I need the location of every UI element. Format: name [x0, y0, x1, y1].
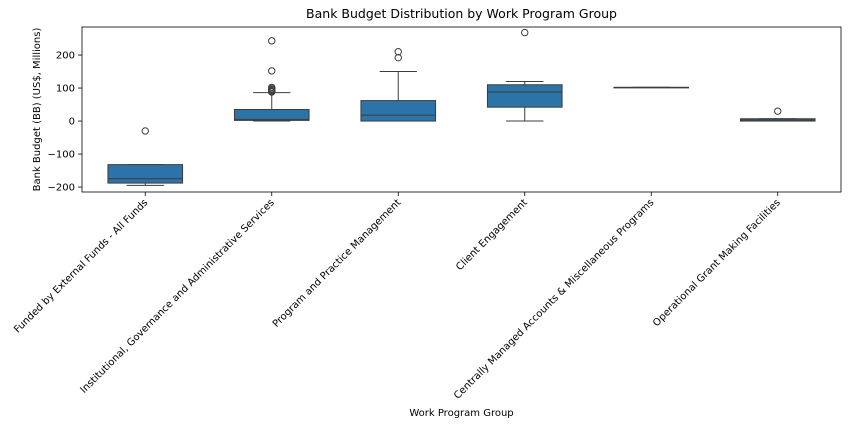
outlier-point — [521, 28, 529, 37]
y-tick-label: −100 — [48, 150, 75, 161]
plot-frame — [81, 26, 842, 193]
iqr-box — [233, 109, 310, 121]
outlier-point — [268, 37, 276, 45]
x-tick-label: Institutional, Governance and Administra… — [79, 197, 277, 395]
x-axis-label: Work Program Group — [409, 408, 513, 419]
y-tick-label: 200 — [56, 51, 75, 62]
chart-title: Bank Budget Distribution by Work Program… — [306, 6, 617, 21]
box-group-4 — [486, 28, 563, 122]
y-axis-ticks: −200 −100 0 100 200 — [48, 51, 82, 194]
y-tick-label: 0 — [69, 117, 75, 128]
box-group-2 — [233, 37, 310, 122]
outlier-point — [141, 127, 149, 135]
outlier-point — [774, 107, 782, 115]
y-axis-label: Bank Budget (BB) (US$, Millions) — [32, 28, 43, 192]
x-tick-label: Centrally Managed Accounts & Miscellaneo… — [452, 197, 656, 401]
outlier-point — [268, 67, 276, 75]
iqr-box — [107, 164, 184, 184]
box-group-3 — [360, 48, 437, 122]
outlier-point — [268, 83, 276, 92]
iqr-box — [360, 100, 437, 122]
outlier-point — [394, 48, 402, 56]
plot-area — [107, 28, 816, 186]
iqr-box — [486, 84, 563, 108]
x-tick-label: Funded by External Funds - All Funds — [12, 197, 150, 335]
x-tick-label: Client Engagement — [454, 197, 530, 273]
y-tick-label: 100 — [56, 84, 75, 95]
box-group-5 — [613, 86, 690, 89]
box-group-6 — [739, 107, 816, 122]
box-group-1 — [107, 127, 184, 186]
x-tick-label: Program and Practice Management — [271, 197, 404, 330]
y-tick-label: −200 — [48, 183, 75, 194]
x-axis-ticks: Funded by External Funds - All FundsInst… — [12, 192, 783, 402]
x-tick-label: Operational Grant Making Facilities — [651, 197, 783, 329]
